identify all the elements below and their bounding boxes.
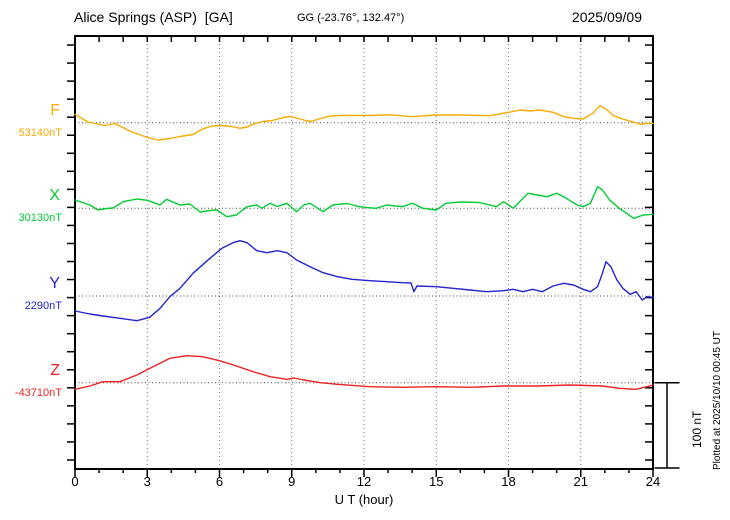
observation-date: 2025/09/09 xyxy=(571,9,642,25)
x-tick-label-12: 12 xyxy=(356,474,372,489)
x-tick-label-24: 24 xyxy=(645,474,661,489)
x-axis-title: U T (hour) xyxy=(334,492,394,507)
series-baseline-value-F: 53140nT xyxy=(18,126,62,139)
trace-Y xyxy=(74,239,654,322)
x-tick-label-15: 15 xyxy=(429,474,444,489)
trace-F xyxy=(74,104,654,141)
geographic-coordinates: GG (-23.76°, 132.47°) xyxy=(297,12,405,24)
series-baseline-value-Y: 2290nT xyxy=(24,300,62,312)
series-letter-Y: Y xyxy=(49,275,60,292)
x-tick-label-3: 3 xyxy=(143,474,151,489)
trace-X xyxy=(74,185,654,220)
series-letter-F: F xyxy=(50,101,60,119)
scale-bar-label: 100 nT xyxy=(690,410,704,448)
series-letter-Z: Z xyxy=(50,361,60,379)
x-tick-label-6: 6 xyxy=(215,474,224,489)
x-tick-label-9: 9 xyxy=(288,474,296,489)
plotted-timestamp-note: Plotted at 2025/10/10 00:45 UT xyxy=(712,331,723,470)
series-baseline-value-X: 30130nT xyxy=(18,212,62,225)
x-tick-label-21: 21 xyxy=(573,474,588,489)
series-letter-X: X xyxy=(49,187,60,205)
station-title: Alice Springs (ASP) [GA] xyxy=(74,9,233,25)
trace-Z xyxy=(74,355,654,390)
x-tick-label-0: 0 xyxy=(71,474,79,489)
x-tick-label-18: 18 xyxy=(501,474,516,489)
series-baseline-value-Z: -43710nT xyxy=(14,386,62,399)
